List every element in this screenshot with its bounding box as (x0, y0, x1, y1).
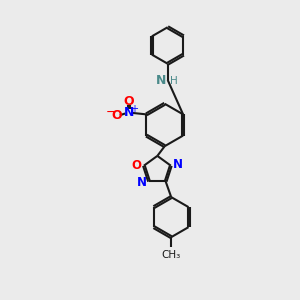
Text: −: − (106, 106, 116, 119)
Text: N: N (137, 176, 147, 189)
Text: N: N (172, 158, 183, 171)
Text: O: O (123, 95, 134, 108)
Text: O: O (132, 159, 142, 172)
Text: O: O (111, 109, 122, 122)
Text: H: H (170, 76, 178, 85)
Text: CH₃: CH₃ (162, 250, 181, 260)
Text: N: N (124, 106, 134, 119)
Text: N: N (156, 74, 166, 87)
Text: +: + (130, 104, 138, 114)
